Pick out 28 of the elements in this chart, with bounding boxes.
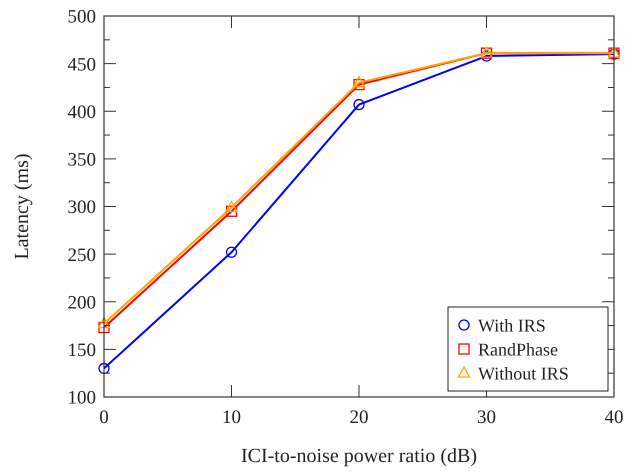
point (98, 322, 110, 334)
point (353, 98, 365, 110)
point (225, 200, 238, 212)
x-tick-label: 10 (222, 407, 241, 428)
legend-label: RandPhase (478, 339, 558, 360)
point (353, 78, 365, 90)
y-tick-label: 200 (68, 292, 96, 314)
y-tick-label: 450 (68, 54, 96, 76)
y-tick-label: 400 (68, 102, 96, 123)
legend-label: Without IRS (478, 363, 569, 384)
y-tick-label: 500 (68, 6, 96, 28)
x-axis-title: ICI-to-noise power ratio (dB) (240, 445, 478, 467)
point (226, 246, 238, 258)
point (98, 362, 110, 374)
x-tick-label: 20 (350, 407, 368, 428)
legend-label: With IRS (478, 315, 546, 336)
y-tick-label: 100 (68, 388, 96, 409)
y-tick-label: 150 (68, 340, 96, 362)
y-tick-label: 250 (68, 244, 96, 266)
x-tick-label: 0 (99, 407, 109, 428)
point (226, 206, 238, 217)
point (352, 76, 366, 88)
x-tick-label: 40 (604, 407, 624, 428)
point (98, 317, 110, 328)
y-axis-title: Latency (ms) (11, 153, 33, 260)
y-tick-label: 350 (68, 150, 96, 171)
x-tick-label: 30 (477, 407, 496, 428)
y-tick-label: 300 (68, 197, 96, 218)
